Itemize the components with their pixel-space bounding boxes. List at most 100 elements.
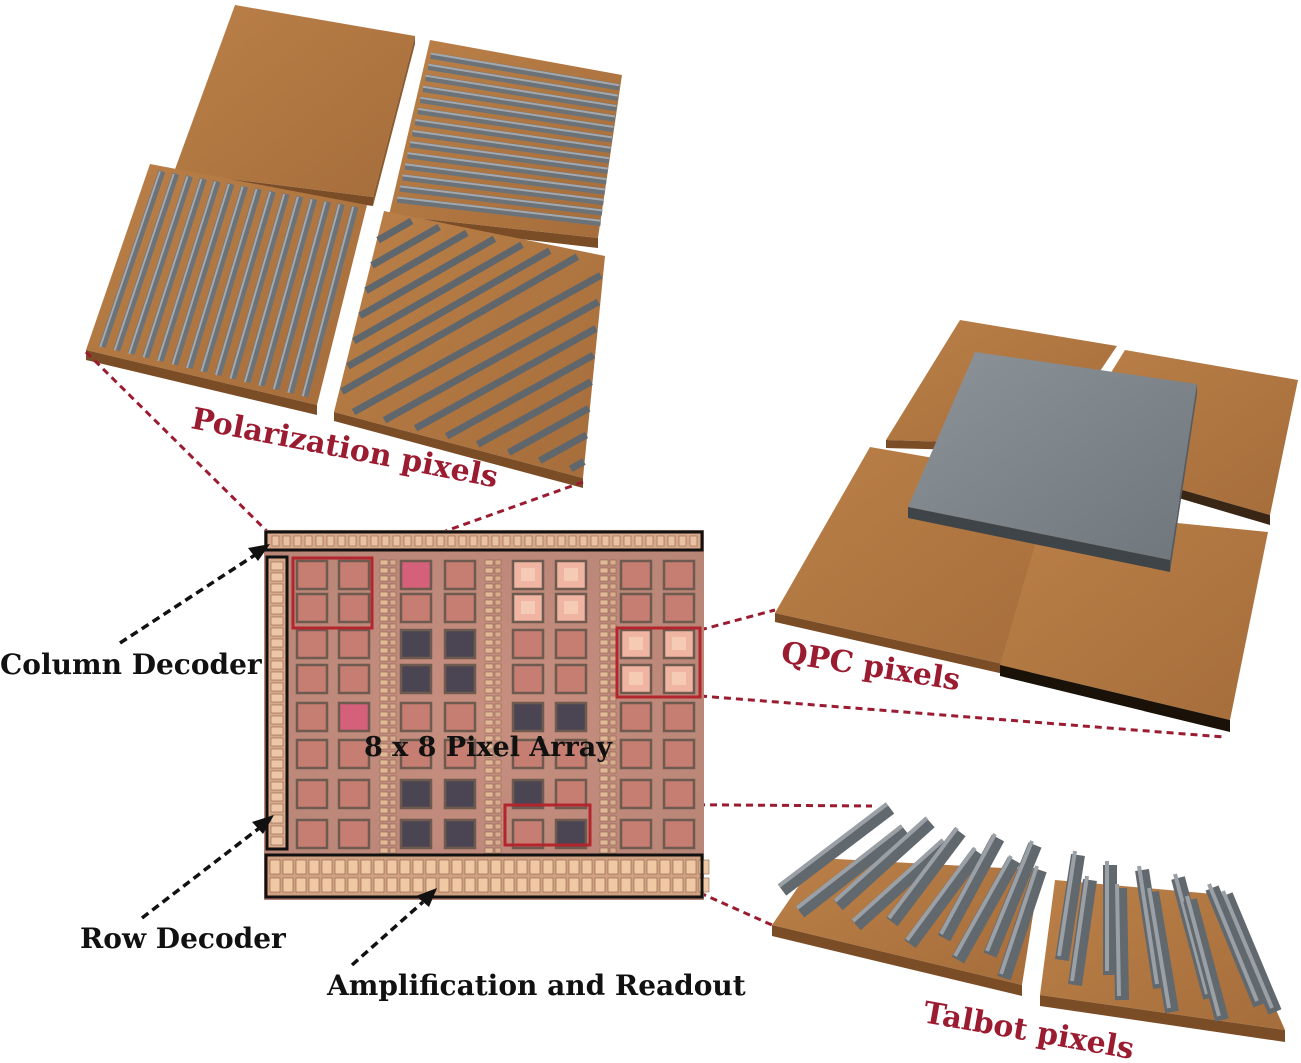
pixel-cell bbox=[337, 818, 371, 850]
readout-pad bbox=[412, 859, 424, 875]
bus-pad bbox=[379, 775, 389, 782]
grating-wire bbox=[243, 195, 304, 384]
grating-wire bbox=[376, 217, 414, 244]
pixel-cell bbox=[399, 738, 433, 770]
talbot-bar-highlight bbox=[999, 865, 1039, 975]
bus-pad bbox=[379, 671, 389, 678]
decoder-pad bbox=[270, 792, 284, 802]
bus-pad bbox=[379, 791, 389, 798]
grating-wire bbox=[185, 185, 249, 369]
bus-pad bbox=[484, 687, 494, 694]
grating-wire bbox=[417, 107, 613, 143]
readout-pad bbox=[685, 877, 697, 893]
bus-pad bbox=[484, 695, 494, 702]
decoder-pad bbox=[270, 759, 284, 769]
pixel-cell bbox=[662, 559, 696, 591]
talbot-bar bbox=[833, 816, 935, 911]
talbot-bar-highlight bbox=[1137, 865, 1159, 985]
readout-pad bbox=[633, 877, 645, 893]
talbot-bar-highlight bbox=[1173, 873, 1209, 995]
readout-pad bbox=[477, 877, 489, 893]
bus-pad bbox=[609, 751, 617, 758]
pixel-cell bbox=[337, 778, 371, 810]
readout-pad bbox=[295, 877, 307, 893]
bus-pad bbox=[484, 727, 494, 734]
grating-wire-highlight bbox=[430, 52, 620, 87]
talbot-bar-highlight bbox=[833, 816, 929, 903]
bus-pad bbox=[484, 767, 494, 774]
pixel-cell bbox=[662, 818, 696, 850]
grating-wire bbox=[413, 325, 598, 432]
bus-pad bbox=[484, 847, 494, 854]
decoder-pad bbox=[270, 715, 284, 725]
bus-pad bbox=[599, 735, 609, 742]
bus-pad bbox=[609, 767, 617, 774]
talbot-bar-highlight bbox=[985, 840, 1034, 952]
pixel-cell bbox=[554, 778, 588, 810]
bus-pad bbox=[599, 663, 609, 670]
grating-wire bbox=[200, 187, 262, 373]
decoder-pad bbox=[293, 535, 302, 547]
bus-pad bbox=[484, 735, 494, 742]
bus-pad bbox=[494, 599, 502, 606]
pixel-cell bbox=[554, 818, 588, 850]
readout-pad bbox=[412, 877, 424, 893]
pixel-cell-core bbox=[564, 568, 578, 581]
pixel-cell bbox=[399, 663, 433, 695]
grating-wire bbox=[444, 352, 596, 440]
bus-pad bbox=[599, 727, 609, 734]
bus-pad bbox=[494, 679, 502, 686]
pixel-cell bbox=[443, 628, 477, 660]
grating-wire-highlight bbox=[425, 74, 617, 108]
bus-pad bbox=[494, 767, 502, 774]
bus-pad bbox=[609, 743, 617, 750]
bus-pad bbox=[389, 711, 397, 718]
bus-pad bbox=[599, 799, 609, 806]
readout-pads bbox=[269, 859, 710, 893]
grating-wire bbox=[358, 235, 497, 319]
grating-wire-highlight bbox=[402, 174, 604, 201]
bus-pad bbox=[494, 567, 502, 574]
bus-pad bbox=[389, 703, 397, 710]
talbot-bar-highlight bbox=[939, 833, 997, 935]
decoder-pad bbox=[270, 594, 284, 604]
decoder-pad bbox=[270, 561, 284, 571]
bus-pad bbox=[494, 783, 502, 790]
bus-pad bbox=[484, 759, 494, 766]
bus-pad bbox=[609, 703, 617, 710]
decoder-pad bbox=[270, 649, 284, 659]
bus-pad bbox=[599, 607, 609, 614]
decoder-pad bbox=[414, 535, 423, 547]
bus-pad bbox=[389, 783, 397, 790]
grating-wire bbox=[412, 129, 610, 164]
decoder-pad bbox=[623, 535, 632, 547]
pixel-cell bbox=[443, 701, 477, 733]
bus-pad bbox=[484, 679, 494, 686]
bus-pad bbox=[599, 719, 609, 726]
talbot-bar bbox=[1135, 868, 1167, 990]
readout-pad bbox=[282, 877, 294, 893]
readout-box bbox=[264, 853, 704, 899]
bus-pad bbox=[609, 711, 617, 718]
bus-pad bbox=[599, 703, 609, 710]
bus-pad bbox=[609, 599, 617, 606]
bus-pad bbox=[609, 671, 617, 678]
pixel-cell bbox=[554, 738, 588, 770]
talbot-bar-highlight bbox=[887, 826, 959, 920]
bus-pad bbox=[609, 807, 617, 814]
readout-pad bbox=[451, 859, 463, 875]
grating-wire-highlight bbox=[412, 130, 610, 160]
grating-wire bbox=[127, 175, 193, 355]
bus-pad bbox=[379, 647, 389, 654]
bus-pad bbox=[389, 807, 397, 814]
bus-pad bbox=[494, 615, 502, 622]
readout-pad bbox=[672, 877, 684, 893]
bus-pad bbox=[379, 743, 389, 750]
readout-pad bbox=[620, 877, 632, 893]
bus-pad bbox=[379, 807, 389, 814]
bus-pad bbox=[389, 639, 397, 646]
talbot-bar bbox=[983, 842, 1042, 958]
pixel-cell-core bbox=[672, 672, 686, 685]
grating-wire bbox=[370, 223, 441, 269]
pixel-cell bbox=[554, 701, 588, 733]
